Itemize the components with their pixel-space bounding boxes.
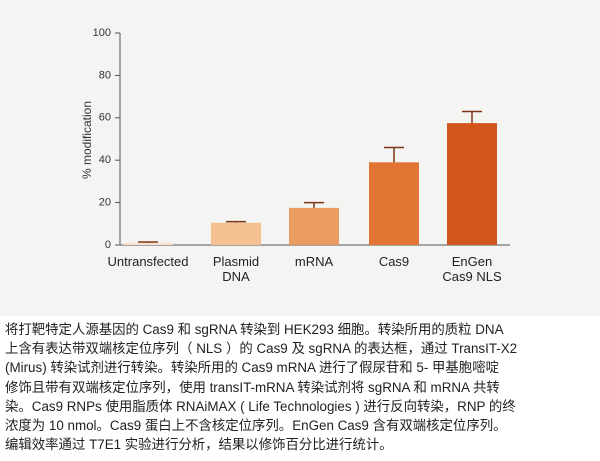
error-bar (462, 110, 482, 124)
y-tick-label: 20 (99, 197, 111, 209)
bar (447, 123, 497, 245)
caption-line: 上含有表达带双端核定位序列（ NLS ）的 Cas9 及 sgRNA 的表达框，… (5, 341, 518, 357)
x-tick-label: Cas9 (378, 254, 410, 269)
caption-line: 将打靶特定人源基因的 Cas9 和 sgRNA 转染到 HEK293 细胞。转染… (5, 322, 504, 337)
x-tick-label: Plasmid DNA (212, 254, 260, 284)
y-tick-label: 80 (99, 69, 111, 81)
caption-line: 染。Cas9 RNPs 使用脂质体 RNAiMAX ( Life Technol… (5, 398, 516, 414)
y-axis-label: % modification (80, 101, 94, 179)
error-bar (226, 220, 246, 223)
x-tick-label: Untransfected (107, 254, 189, 269)
bar (289, 207, 339, 245)
error-bar (304, 201, 324, 208)
x-tick-label: EnGen Cas9 NLS (442, 254, 502, 284)
y-tick-label: 40 (99, 154, 111, 166)
chart: % modification 0 20 40 60 80 100 (80, 27, 510, 251)
bar (211, 222, 261, 245)
error-bar (384, 146, 404, 163)
caption-line: 编辑效率通过 T7E1 实验进行分析，结果以修饰百分比进行统计。 (5, 437, 393, 453)
y-tick-label: 0 (105, 239, 111, 251)
caption-line: 浓度为 10 nmol。Cas9 蛋白上不含核定位序列。EnGen Cas9 含… (5, 418, 507, 434)
bar (123, 242, 173, 245)
error-bar (138, 241, 158, 243)
y-tick-label: 100 (93, 27, 111, 39)
bar (369, 162, 419, 245)
caption: 将打靶特定人源基因的 Cas9 和 sgRNA 转染到 HEK293 细胞。转染… (5, 320, 517, 454)
caption-line: 修饰且带有双端核定位序列，使用 transIT-mRNA 转染试剂将 sgRNA… (5, 379, 500, 395)
y-tick-label: 60 (99, 112, 111, 124)
caption-line: (Mirus) 转染试剂进行转染。转染所用的 Cas9 mRNA 进行了假尿苷和… (5, 360, 499, 376)
x-tick-label: mRNA (294, 254, 334, 269)
chart-panel: % modification 0 20 40 60 80 100 Untransfecte… (0, 0, 600, 316)
